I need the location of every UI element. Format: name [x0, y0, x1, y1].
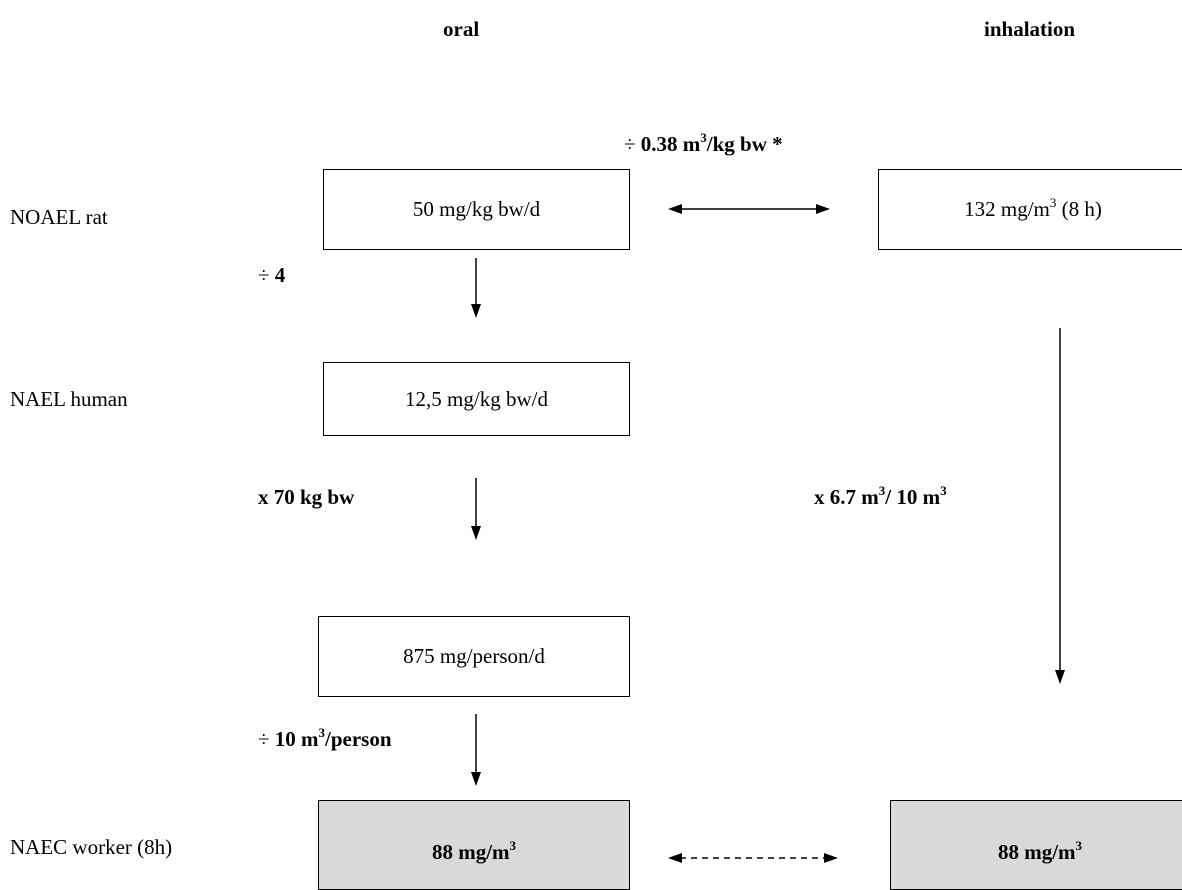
allometric-down-arrow — [471, 258, 481, 318]
oral-person-dose-value: 875 mg/person/d — [403, 644, 545, 668]
oral-nael-value: 12,5 mg/kg bw/d — [405, 386, 548, 411]
route-conversion-exponent: 3 — [700, 130, 707, 145]
inhalation-noael-value: 132 mg/m3 (8 h) — [964, 195, 1102, 221]
allometric-scaling-label: ÷ 4 — [258, 263, 286, 287]
inhalation-naec-box: 88 mg/m3 — [890, 800, 1182, 890]
inhalation-adjustment-label: x 6.7 m3/ 10 m3 — [814, 483, 947, 509]
breathing-volume-down-arrow — [471, 714, 481, 786]
body-weight-label: x 70 kg bw — [258, 485, 355, 509]
breathing-volume-label: ÷ 10 m3/person — [258, 725, 392, 751]
row-label-noael-rat: NOAEL rat — [10, 205, 108, 229]
route-conversion-operator: ÷ — [624, 132, 641, 156]
oral-column-header: oral — [443, 17, 480, 41]
oral-naec-box: 88 mg/m3 — [318, 800, 630, 890]
route-conversion-value: 0.38 m — [640, 132, 701, 156]
inhalation-naec-value: 88 mg/m3 — [997, 837, 1083, 864]
inhalation-noael-box: 132 mg/m3 (8 h) — [878, 169, 1182, 250]
oral-person-dose-box: 875 mg/person/d — [318, 616, 630, 697]
route-conversion-unit: /kg bw * — [706, 132, 783, 156]
oral-noael-value: 50 mg/kg bw/d — [412, 197, 541, 221]
body-weight-down-arrow — [471, 478, 481, 540]
route-conversion-label: ÷ 0.38 m3/kg bw * — [624, 131, 783, 157]
row-label-nael-human: NAEL human — [10, 387, 128, 411]
inhalation-adjustment-down-arrow — [1055, 328, 1065, 684]
naec-equivalence-dashed-arrow — [668, 853, 838, 863]
oral-noael-box: 50 mg/kg bw/d — [323, 169, 630, 250]
route-conversion-double-arrow — [668, 204, 830, 214]
row-label-naec-worker: NAEC worker (8h) — [10, 835, 173, 859]
oral-nael-box: 12,5 mg/kg bw/d — [323, 362, 630, 436]
inhalation-column-header: inhalation — [984, 17, 1076, 41]
oral-naec-value: 88 mg/m3 — [431, 837, 517, 864]
